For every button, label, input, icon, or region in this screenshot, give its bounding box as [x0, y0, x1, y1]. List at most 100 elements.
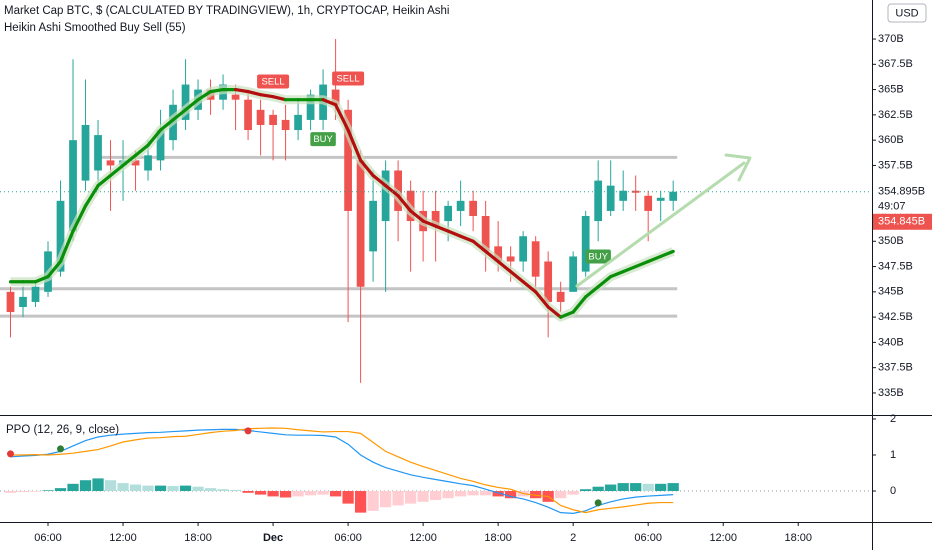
candle-body	[431, 210, 440, 227]
candle-body	[131, 160, 140, 166]
ppo-pane	[0, 427, 872, 514]
candle-body	[444, 205, 453, 222]
smoothed-segment	[83, 184, 100, 208]
candle-body	[281, 119, 290, 131]
candle-body	[669, 191, 678, 201]
candle-body	[519, 236, 528, 262]
candle-body	[56, 200, 65, 272]
histogram-bar	[104, 480, 117, 492]
x-tick-label: 12:00	[109, 532, 137, 544]
smoothed-segment	[58, 229, 75, 264]
candle-body	[656, 197, 665, 201]
smoothed-segment	[534, 290, 550, 309]
currency[interactable]: USD	[895, 7, 918, 19]
candle-body	[269, 114, 277, 125]
candle-body	[144, 155, 152, 171]
histogram-bar	[655, 483, 667, 492]
histogram-bar	[229, 489, 242, 492]
smoothed-segment	[596, 275, 613, 289]
ppo-line	[10, 428, 674, 514]
smoothed-segment	[484, 249, 500, 264]
candle-body	[544, 261, 553, 302]
y-tick-label: 342.5B	[878, 311, 913, 323]
histogram-bar	[367, 491, 379, 511]
cross-dot	[57, 445, 65, 453]
histogram-bar	[292, 491, 304, 497]
smoothed-segment	[158, 118, 175, 132]
smoothed-segment	[321, 98, 338, 107]
smoothed-segment	[146, 128, 163, 147]
cross-dot	[7, 450, 15, 458]
candle-body	[531, 241, 540, 277]
candle-body	[556, 291, 565, 302]
x-tick-label: 18:00	[184, 532, 212, 544]
smoothed-segment	[359, 158, 375, 178]
candle-body	[594, 180, 603, 222]
y-tick-label: 360B	[878, 134, 904, 146]
countdown: 49:07	[878, 201, 906, 213]
ppo-title: PPO (12, 26, 9, close)	[6, 424, 119, 436]
y-tick-label: 367.5B	[878, 58, 913, 70]
histogram-bar	[429, 491, 442, 501]
smoothed-segment	[546, 305, 563, 319]
close-price-box	[873, 213, 932, 230]
y-tick-label: 365B	[878, 83, 904, 95]
signal-label: BUY	[313, 134, 333, 145]
signal-box	[585, 249, 611, 264]
y-tick-label: 0	[890, 485, 896, 497]
indicator-title: Heikin Ashi Smoothed Buy Sell (55)	[4, 22, 186, 34]
candle-body	[156, 130, 165, 161]
histogram-bar	[667, 483, 679, 492]
x-tick-label: 18:00	[484, 532, 512, 544]
x-tick-label: 06:00	[334, 532, 362, 544]
x-tick-label: 12:00	[709, 532, 737, 544]
candle-body	[631, 190, 640, 193]
y-tick-label: 337.5B	[878, 362, 913, 374]
smoothed-segment	[121, 153, 138, 168]
axes: 335B337.5B340B342.5B345B347.5B350B352.5B…	[34, 33, 932, 544]
candle-body	[6, 291, 15, 313]
smoothed-segment	[521, 280, 538, 294]
smoothed-segment	[96, 173, 113, 188]
cross-dot	[244, 427, 252, 435]
x-tick-label: 2	[570, 532, 576, 544]
candle-body	[644, 195, 653, 211]
y-tick-label: 340B	[878, 336, 904, 348]
currency-box[interactable]	[887, 3, 927, 23]
smoothed-segment	[133, 143, 150, 157]
histogram-bar	[617, 483, 629, 492]
candle-body	[19, 296, 27, 308]
smoothed-segment	[609, 270, 625, 279]
x-tick-label: Dec	[263, 532, 283, 544]
histogram-bar	[254, 491, 267, 495]
candle-body	[369, 200, 377, 252]
histogram-bar	[117, 483, 129, 492]
candle-body	[494, 246, 503, 262]
smoothed-segment	[196, 90, 213, 102]
smoothed-segment	[559, 310, 575, 319]
candle-body	[306, 94, 315, 120]
histogram-bar	[204, 488, 217, 492]
histogram-bar	[592, 486, 604, 492]
signal-label: SELL	[336, 73, 359, 84]
histogram-bar	[379, 491, 392, 508]
histogram-bar	[404, 491, 417, 504]
smoothed-segment	[271, 95, 288, 102]
histogram-bar	[217, 489, 229, 492]
smoothed-segment	[371, 173, 388, 188]
histogram-bar	[304, 491, 317, 496]
smoothed-segment	[333, 103, 350, 132]
smoothed-segment	[108, 163, 125, 178]
smoothed-segment	[46, 259, 63, 279]
candle-body	[619, 190, 628, 201]
x-tick-label: 06:00	[634, 532, 662, 544]
smoothed-segment	[446, 229, 463, 238]
candle-body	[244, 99, 252, 131]
smoothed-segment	[233, 87, 250, 94]
histogram-bar	[642, 483, 654, 492]
histogram-bar	[417, 491, 429, 502]
histogram-bar	[492, 491, 504, 497]
histogram-bar	[480, 491, 492, 496]
